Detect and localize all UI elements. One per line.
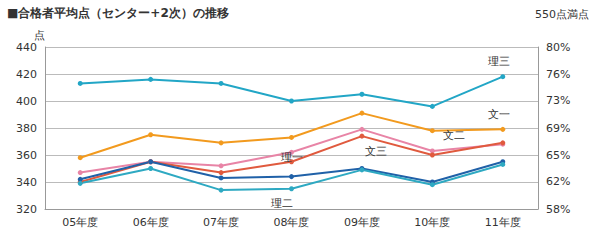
- svg-text:320: 320: [16, 203, 37, 216]
- svg-text:440: 440: [16, 41, 37, 54]
- svg-text:400: 400: [16, 95, 37, 108]
- svg-text:理二: 理二: [271, 197, 293, 210]
- svg-text:08年度: 08年度: [274, 216, 310, 229]
- svg-text:62%: 62%: [546, 175, 570, 188]
- svg-text:76%: 76%: [546, 68, 570, 81]
- svg-text:10年度: 10年度: [414, 216, 450, 229]
- svg-text:文二: 文二: [443, 129, 465, 142]
- svg-text:文三: 文三: [365, 145, 387, 158]
- svg-text:420: 420: [16, 68, 37, 81]
- svg-text:58%: 58%: [546, 203, 570, 216]
- svg-text:360: 360: [16, 149, 37, 162]
- svg-text:65%: 65%: [546, 149, 570, 162]
- svg-text:文一: 文一: [488, 108, 510, 121]
- svg-text:■合格者平均点（センター+2次）の推移: ■合格者平均点（センター+2次）の推移: [7, 6, 229, 20]
- svg-text:06年度: 06年度: [133, 216, 169, 229]
- svg-text:80%: 80%: [546, 41, 570, 54]
- svg-text:05年度: 05年度: [62, 216, 98, 229]
- svg-text:340: 340: [16, 176, 37, 189]
- svg-text:11年度: 11年度: [485, 216, 521, 229]
- svg-text:69%: 69%: [546, 122, 570, 135]
- svg-text:点: 点: [34, 29, 45, 42]
- svg-text:理三: 理三: [488, 55, 510, 68]
- svg-text:380: 380: [16, 122, 37, 135]
- svg-text:理一: 理一: [281, 151, 303, 164]
- svg-text:73%: 73%: [546, 94, 570, 107]
- svg-text:07年度: 07年度: [203, 216, 239, 229]
- svg-text:550点満点: 550点満点: [535, 8, 589, 21]
- svg-text:09年度: 09年度: [344, 216, 380, 229]
